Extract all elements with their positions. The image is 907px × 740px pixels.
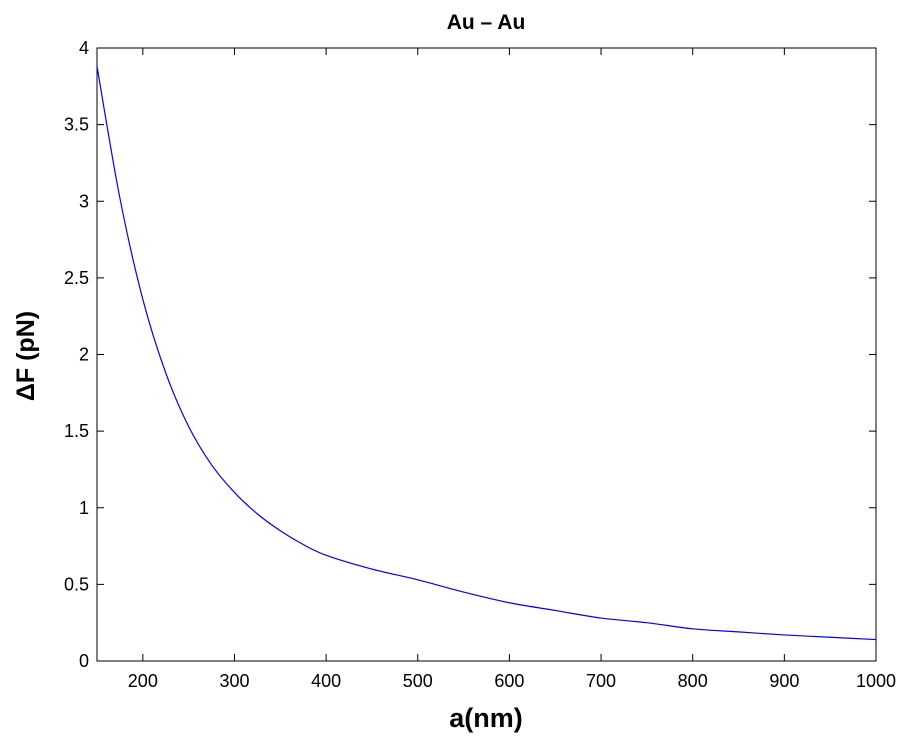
y-tick-label: 0.5: [64, 574, 89, 594]
plot-area: 200 300 400 500 600 700 800 900 1000 0 0.5 1 1.5 2 2.5…: [64, 38, 896, 691]
x-tick-label: 600: [494, 671, 524, 691]
y-tick-label: 2: [79, 345, 89, 365]
y-tick-label: 0: [79, 651, 89, 671]
x-tick-label: 500: [403, 671, 433, 691]
x-tick-label: 300: [219, 671, 249, 691]
y-tick-label: 1: [79, 498, 89, 518]
y-axis-label: ΔF (pN): [12, 311, 40, 401]
chart-title: Au – Au: [447, 11, 526, 34]
x-tick-label: 1000: [856, 671, 896, 691]
x-tick-label: 900: [769, 671, 799, 691]
y-tick-label: 1.5: [64, 421, 89, 441]
x-tick-label: 400: [311, 671, 341, 691]
series-line-0: [96, 66, 877, 641]
x-tick-label: 800: [678, 671, 708, 691]
y-tick-label: 3: [79, 191, 89, 211]
x-tick-label: 200: [128, 671, 158, 691]
y-tick-label: 3.5: [64, 115, 89, 135]
x-tick-label: 700: [586, 671, 616, 691]
y-tick-label: 4: [79, 38, 89, 58]
x-axis-label: a(nm): [449, 703, 523, 733]
y-tick-label: 2.5: [64, 268, 89, 288]
